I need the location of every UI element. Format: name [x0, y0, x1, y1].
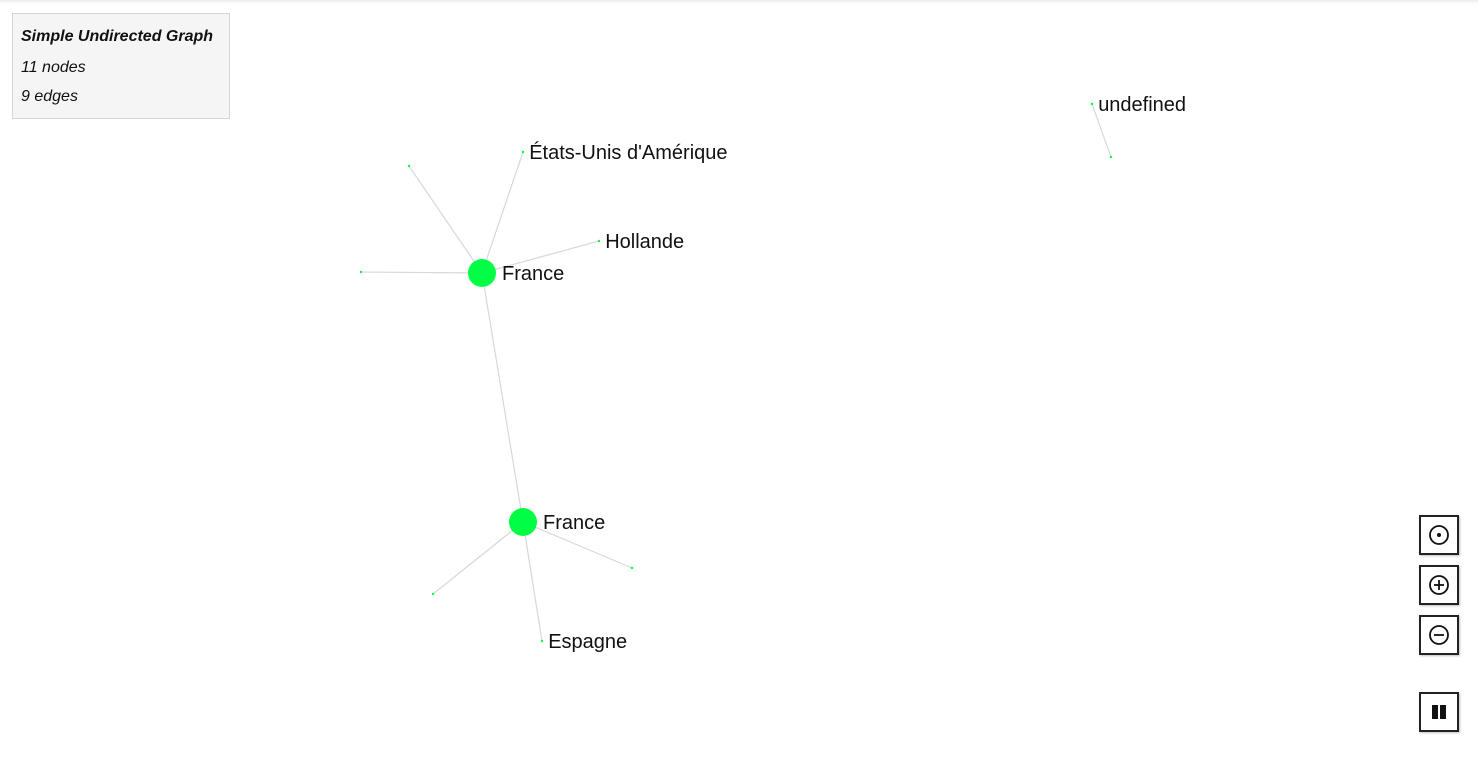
edge-count: 9 edges — [21, 88, 78, 105]
zoom-in-icon — [1429, 575, 1449, 595]
node-label: France — [502, 263, 564, 285]
zoom-out-button[interactable] — [1419, 615, 1459, 655]
graph-node[interactable] — [431, 592, 435, 596]
center-view-button[interactable] — [1419, 515, 1459, 555]
graph-node[interactable] — [540, 639, 544, 643]
node-label: Espagne — [548, 631, 627, 653]
pause-button[interactable] — [1419, 692, 1459, 732]
graph-edge — [481, 240, 600, 274]
graph-edge — [481, 272, 524, 523]
graph-edge — [522, 521, 543, 642]
graph-node[interactable] — [407, 164, 411, 168]
graph-edge — [522, 521, 633, 569]
graph-node[interactable] — [359, 270, 363, 274]
graph-node[interactable] — [597, 239, 601, 243]
graph-info-panel: Simple Undirected Graph 11 nodes 9 edges — [12, 13, 230, 119]
zoom-in-button[interactable] — [1419, 565, 1459, 605]
graph-node[interactable] — [1090, 102, 1094, 106]
graph-node[interactable] — [509, 508, 537, 536]
graph-edge — [360, 271, 483, 274]
zoom-out-icon — [1429, 625, 1449, 645]
target-icon — [1429, 525, 1449, 545]
node-count: 11 nodes — [21, 59, 86, 76]
graph-edge — [432, 521, 524, 595]
graph-node[interactable] — [630, 566, 634, 570]
graph-node[interactable] — [468, 259, 496, 287]
node-label: États-Unis d'Amérique — [529, 141, 727, 164]
graph-title: Simple Undirected Graph — [21, 28, 214, 45]
nodes-layer: France France États-Unis d'Amérique Holland… — [359, 94, 1186, 653]
graph-edge — [408, 165, 483, 274]
edges-layer — [360, 103, 1112, 642]
top-shadow-bar — [0, 0, 1478, 4]
graph-edge — [1091, 103, 1112, 158]
graph-node[interactable] — [521, 150, 525, 154]
node-label: France — [543, 512, 605, 534]
graph-edge — [481, 151, 524, 274]
node-label: Hollande — [605, 231, 684, 253]
pause-icon — [1432, 705, 1446, 719]
graph-node[interactable] — [1109, 155, 1113, 159]
node-label: undefined — [1098, 94, 1186, 116]
